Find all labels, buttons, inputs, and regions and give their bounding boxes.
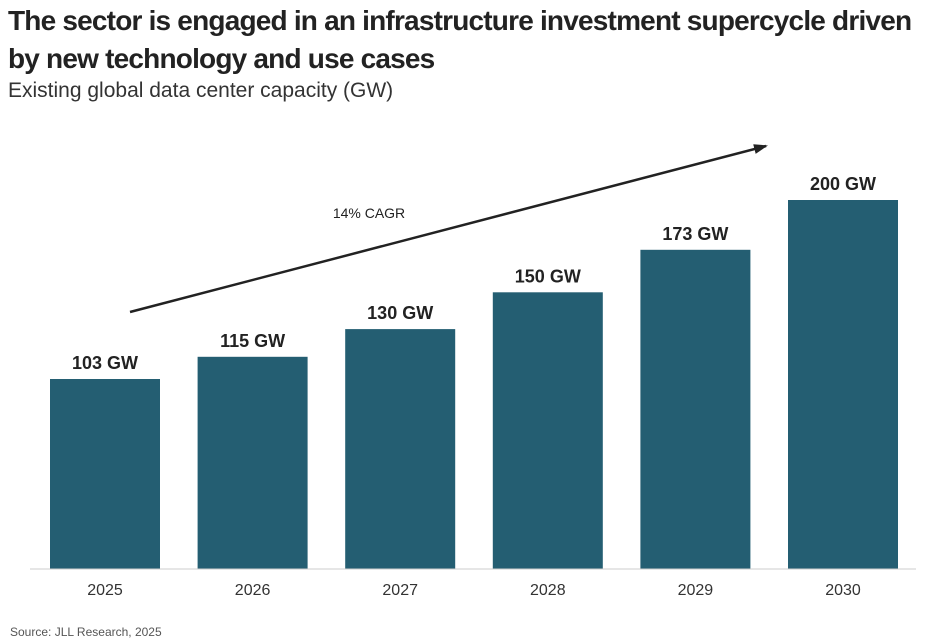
bar-2027 xyxy=(345,329,456,569)
bar-2026 xyxy=(197,356,308,569)
bar-value-label-2025: 103 GW xyxy=(72,353,138,373)
x-tick-label-2026: 2026 xyxy=(235,582,271,599)
bar-value-label-2027: 130 GW xyxy=(367,303,433,323)
bar-2030 xyxy=(788,200,898,569)
x-tick-label-2028: 2028 xyxy=(530,582,566,599)
x-tick-label-2025: 2025 xyxy=(87,582,123,599)
bar-2029 xyxy=(640,249,751,570)
x-tick-label-2029: 2029 xyxy=(678,582,714,599)
chart-subtitle: Existing global data center capacity (GW… xyxy=(8,79,394,102)
bar-value-label-2029: 173 GW xyxy=(662,224,728,244)
bar-value-label-2028: 150 GW xyxy=(515,266,581,286)
bar-2025 xyxy=(50,379,160,569)
x-tick-labels: 2025 2026 2027 2028 2029 2030 xyxy=(87,582,861,599)
source-note: Source: JLL Research, 2025 xyxy=(10,625,162,639)
bar-2028 xyxy=(492,292,603,570)
bars-group: 103 GW 115 GW 130 GW 150 GW 173 GW 200 GW xyxy=(50,174,898,570)
page-title: The sector is engaged in an infrastructu… xyxy=(8,5,912,74)
bar-value-label-2030: 200 GW xyxy=(810,174,876,194)
x-tick-label-2027: 2027 xyxy=(382,582,418,599)
cagr-annotation-label: 14% CAGR xyxy=(333,205,405,221)
x-tick-label-2030: 2030 xyxy=(825,582,861,599)
bar-value-label-2026: 115 GW xyxy=(220,331,285,351)
cagr-trend-arrow xyxy=(129,144,768,314)
